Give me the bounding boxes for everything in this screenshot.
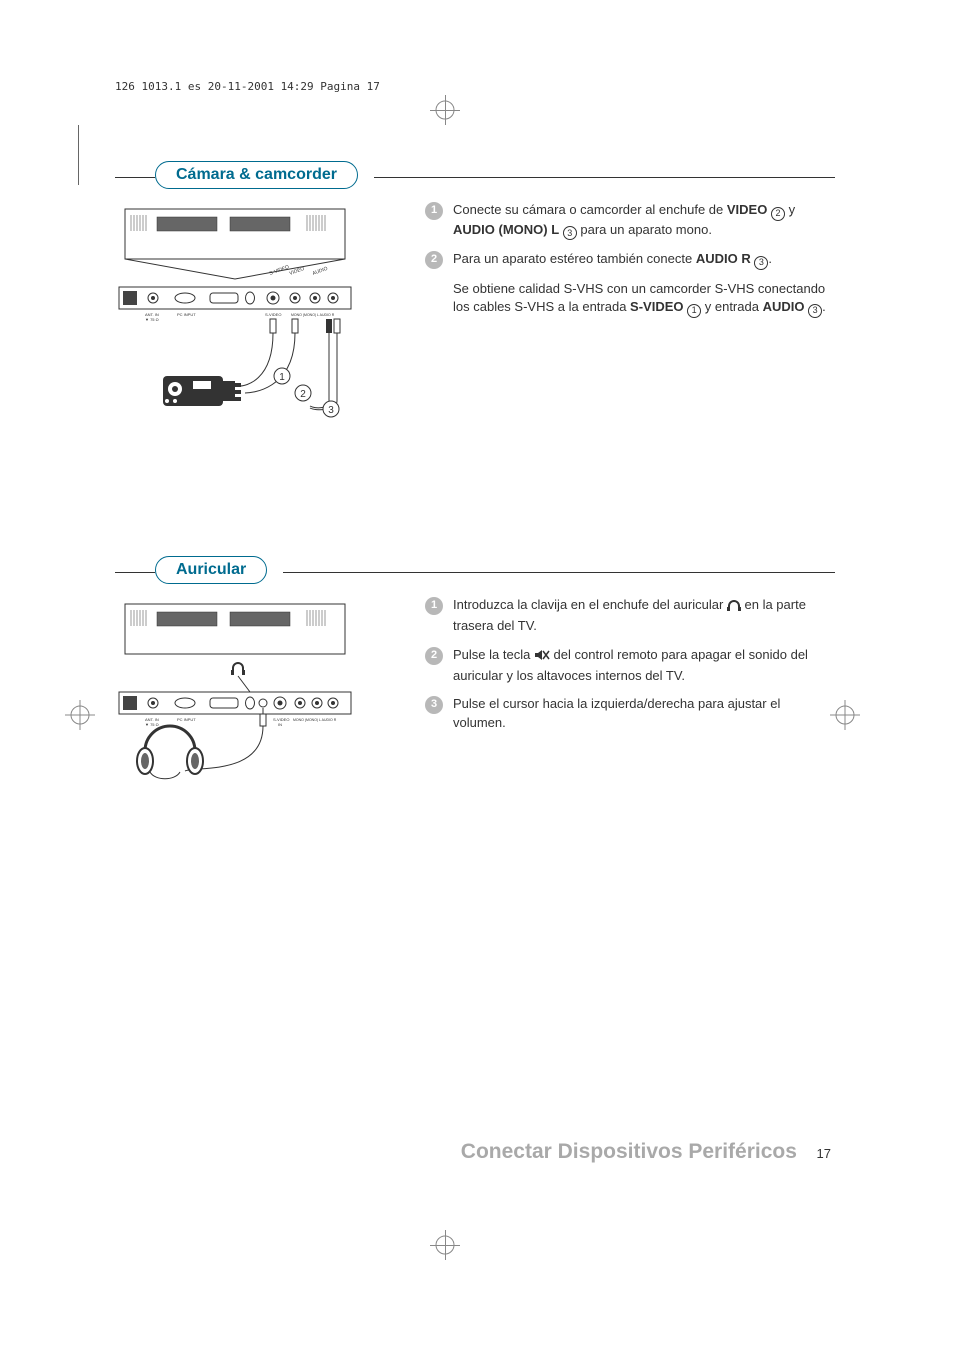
svg-text:▼ 75 Ω: ▼ 75 Ω	[145, 722, 159, 727]
section1-steps: 1 Conecte su cámara o camcorder al enchu…	[425, 201, 835, 318]
crop-mark-bottom	[430, 1230, 460, 1260]
svg-text:AUDIO: AUDIO	[312, 266, 329, 277]
mute-icon	[534, 648, 550, 667]
section-camera: S-VIDEO VIDEO AUDIO ANT. IN ▼ 75 Ω PC IN…	[115, 201, 835, 426]
svg-text:3: 3	[328, 405, 334, 416]
svg-text:▼ 75 Ω: ▼ 75 Ω	[145, 317, 159, 322]
footer-title: Conectar Dispositivos Periféricos	[461, 1140, 797, 1163]
headphone-illustration: ANT. IN ▼ 75 Ω PC INPUT S-VIDEO IN MONO …	[115, 596, 375, 796]
section1-heading: Cámara & camcorder	[176, 166, 337, 183]
svg-text:PC INPUT: PC INPUT	[177, 312, 196, 317]
section2-heading: Auricular	[176, 561, 246, 578]
header-meta: 126 1013.1 es 20-11-2001 14:29 Pagina 17	[115, 80, 835, 93]
section2-step-2: 2 Pulse la tecla del control remoto para…	[425, 646, 835, 686]
section1-note: Se obtiene calidad S-VHS con un camcorde…	[425, 280, 835, 318]
svg-text:2: 2	[300, 389, 306, 400]
section1-step-1: 1 Conecte su cámara o camcorder al enchu…	[425, 201, 835, 240]
step-bullet: 2	[425, 647, 443, 665]
svg-text:PC INPUT: PC INPUT	[177, 717, 196, 722]
section2-step-1: 1 Introduzca la clavija en el enchufe de…	[425, 596, 835, 636]
step-bullet: 2	[425, 251, 443, 269]
svg-text:IN: IN	[278, 722, 282, 727]
footer-page-number: 17	[817, 1146, 831, 1161]
step-bullet: 1	[425, 597, 443, 615]
svg-text:MONO (MONO) L AUDIO R: MONO (MONO) L AUDIO R	[293, 718, 337, 722]
svg-text:VIDEO: VIDEO	[289, 266, 306, 277]
svg-text:S-VIDEO: S-VIDEO	[269, 264, 290, 277]
headphone-icon	[727, 598, 741, 617]
step-bullet: 3	[425, 696, 443, 714]
crop-mark-left	[65, 700, 95, 730]
section2-heading-pill: Auricular	[155, 556, 267, 584]
step-bullet: 1	[425, 202, 443, 220]
svg-text:MONO (MONO) L AUDIO R: MONO (MONO) L AUDIO R	[291, 313, 335, 317]
camera-illustration: S-VIDEO VIDEO AUDIO ANT. IN ▼ 75 Ω PC IN…	[115, 201, 375, 421]
section-headphone: ANT. IN ▼ 75 Ω PC INPUT S-VIDEO IN MONO …	[115, 596, 835, 801]
section1-heading-pill: Cámara & camcorder	[155, 161, 358, 189]
svg-text:1: 1	[279, 372, 285, 383]
section2-step-3: 3 Pulse el cursor hacia la izquierda/der…	[425, 695, 835, 733]
section1-step-2: 2 Para un aparato estéreo también conect…	[425, 250, 835, 270]
section2-steps: 1 Introduzca la clavija en el enchufe de…	[425, 596, 835, 733]
